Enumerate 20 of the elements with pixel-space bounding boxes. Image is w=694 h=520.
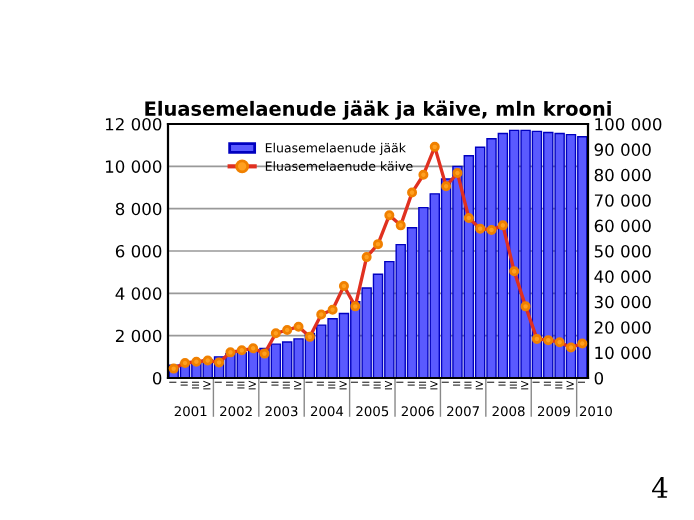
y2-tick-label: 100 000 — [595, 117, 662, 131]
y2-tick-label: 50 000 — [594, 244, 651, 258]
y2-tick-label: 70 000 — [594, 194, 651, 207]
y2-tick-label: 20 000 — [594, 321, 651, 334]
y2-tick-label: 30 000 — [594, 295, 651, 309]
y-tick-label: 0 — [152, 371, 162, 385]
y2-tick-label: 10 000 — [595, 346, 651, 360]
y2-tick-label: 0 — [594, 371, 604, 385]
chart-title: Eluasemelaenude jääk ja käive, mln krooni — [145, 100, 611, 120]
y2-tick-label: 90 000 — [594, 143, 651, 156]
y2-tick-label: 80 000 — [594, 168, 651, 182]
y-tick-label: 4 000 — [115, 287, 162, 300]
text: 4 — [652, 477, 668, 498]
y-tick-label: 10 000 — [105, 160, 162, 173]
y-tick-label: 8 000 — [115, 202, 162, 216]
y2-tick-label: 60 000 — [594, 219, 651, 233]
y-tick-label: 6 000 — [115, 244, 162, 258]
y-tick-label: 2 000 — [115, 329, 162, 343]
y-tick-label: 12 000 — [105, 117, 162, 131]
y2-tick-label: 40 000 — [594, 270, 651, 283]
